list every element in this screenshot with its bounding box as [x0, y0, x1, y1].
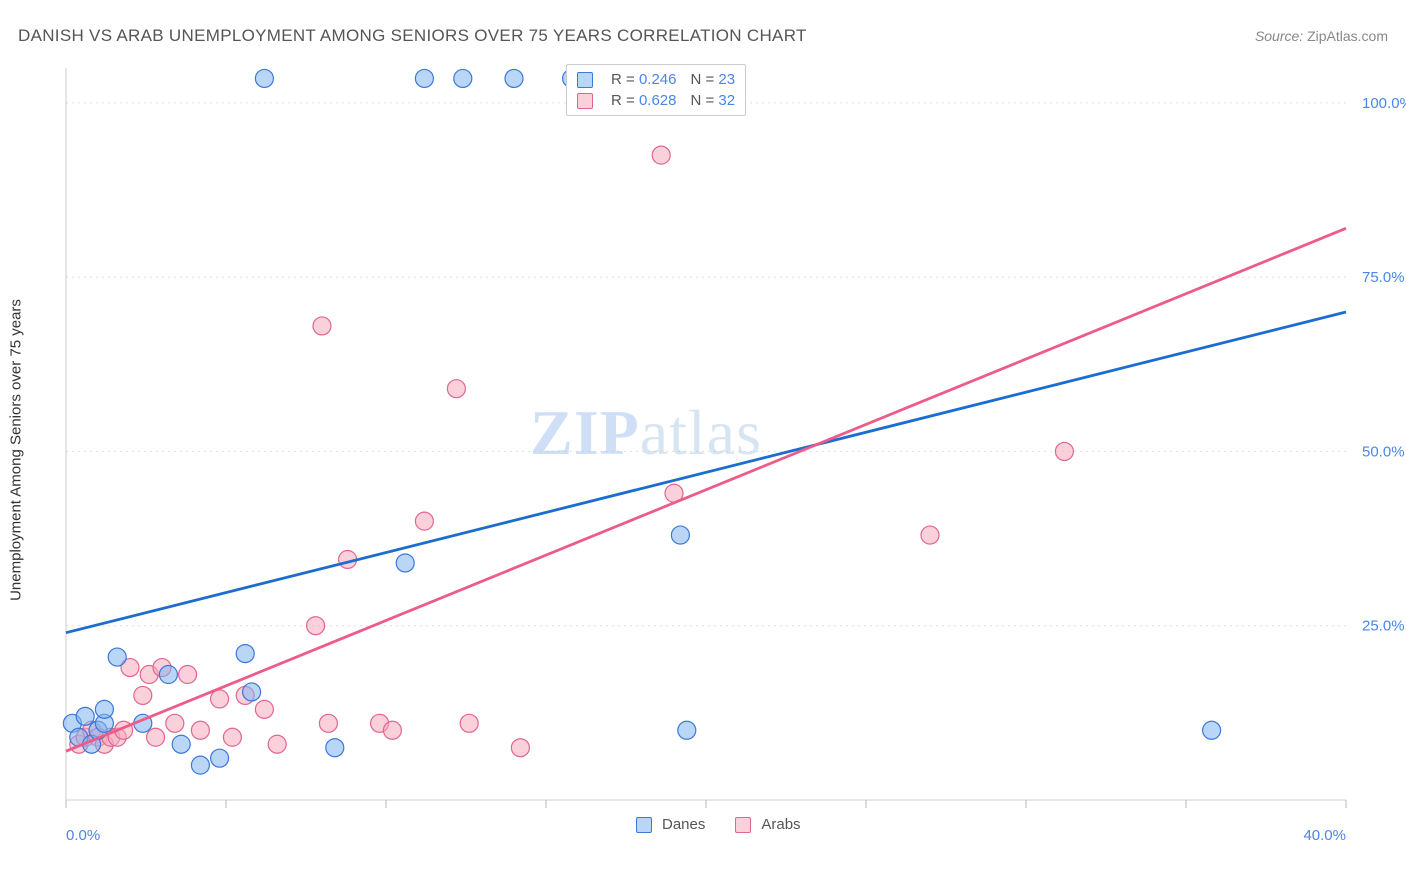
point-danes	[159, 666, 177, 684]
point-danes	[1203, 721, 1221, 739]
legend-danes-label: Danes	[662, 816, 705, 833]
correlation-stat-box: R = 0.246 N = 23 R = 0.628 N = 32	[566, 64, 746, 116]
point-arabs	[166, 714, 184, 732]
point-arabs	[211, 690, 229, 708]
trend-arabs	[66, 228, 1346, 751]
y-axis-label: Unemployment Among Seniors over 75 years	[8, 299, 25, 601]
point-arabs	[921, 526, 939, 544]
scatter-plot-svg: 25.0%50.0%75.0%100.0%0.0%40.0%ZIPatlas	[56, 60, 1386, 840]
chart-title: DANISH VS ARAB UNEMPLOYMENT AMONG SENIOR…	[18, 26, 807, 46]
svg-text:75.0%: 75.0%	[1362, 269, 1405, 286]
point-arabs	[191, 721, 209, 739]
point-danes	[505, 69, 523, 87]
point-danes	[454, 69, 472, 87]
legend-arabs-icon	[735, 817, 751, 833]
svg-text:40.0%: 40.0%	[1303, 827, 1346, 844]
point-arabs	[223, 728, 241, 746]
point-arabs	[511, 739, 529, 757]
swatch-arabs-icon	[577, 93, 593, 109]
point-arabs	[415, 512, 433, 530]
point-danes	[236, 645, 254, 663]
point-arabs	[460, 714, 478, 732]
point-danes	[76, 707, 94, 725]
point-arabs	[255, 700, 273, 718]
point-danes	[415, 69, 433, 87]
legend-arabs-label: Arabs	[761, 816, 800, 833]
svg-text:100.0%: 100.0%	[1362, 95, 1406, 112]
point-danes	[396, 554, 414, 572]
point-danes	[255, 69, 273, 87]
point-danes	[326, 739, 344, 757]
point-danes	[678, 721, 696, 739]
point-arabs	[147, 728, 165, 746]
legend-danes-icon	[636, 817, 652, 833]
point-danes	[671, 526, 689, 544]
point-danes	[243, 683, 261, 701]
svg-text:ZIPatlas: ZIPatlas	[530, 397, 762, 468]
point-arabs	[134, 686, 152, 704]
legend: Danes Arabs	[636, 816, 821, 833]
point-arabs	[652, 146, 670, 164]
point-arabs	[319, 714, 337, 732]
chart-area: Unemployment Among Seniors over 75 years…	[56, 60, 1386, 840]
swatch-danes-icon	[577, 72, 593, 88]
point-danes	[95, 700, 113, 718]
point-danes	[172, 735, 190, 753]
point-arabs	[383, 721, 401, 739]
point-danes	[211, 749, 229, 767]
point-arabs	[313, 317, 331, 335]
source-attribution: Source: ZipAtlas.com	[1255, 28, 1388, 44]
svg-text:25.0%: 25.0%	[1362, 618, 1405, 635]
point-arabs	[307, 617, 325, 635]
point-danes	[108, 648, 126, 666]
svg-text:0.0%: 0.0%	[66, 827, 100, 844]
svg-text:50.0%: 50.0%	[1362, 443, 1405, 460]
trend-danes	[66, 312, 1346, 633]
point-arabs	[179, 666, 197, 684]
point-arabs	[268, 735, 286, 753]
point-arabs	[447, 380, 465, 398]
point-arabs	[1055, 442, 1073, 460]
point-danes	[191, 756, 209, 774]
